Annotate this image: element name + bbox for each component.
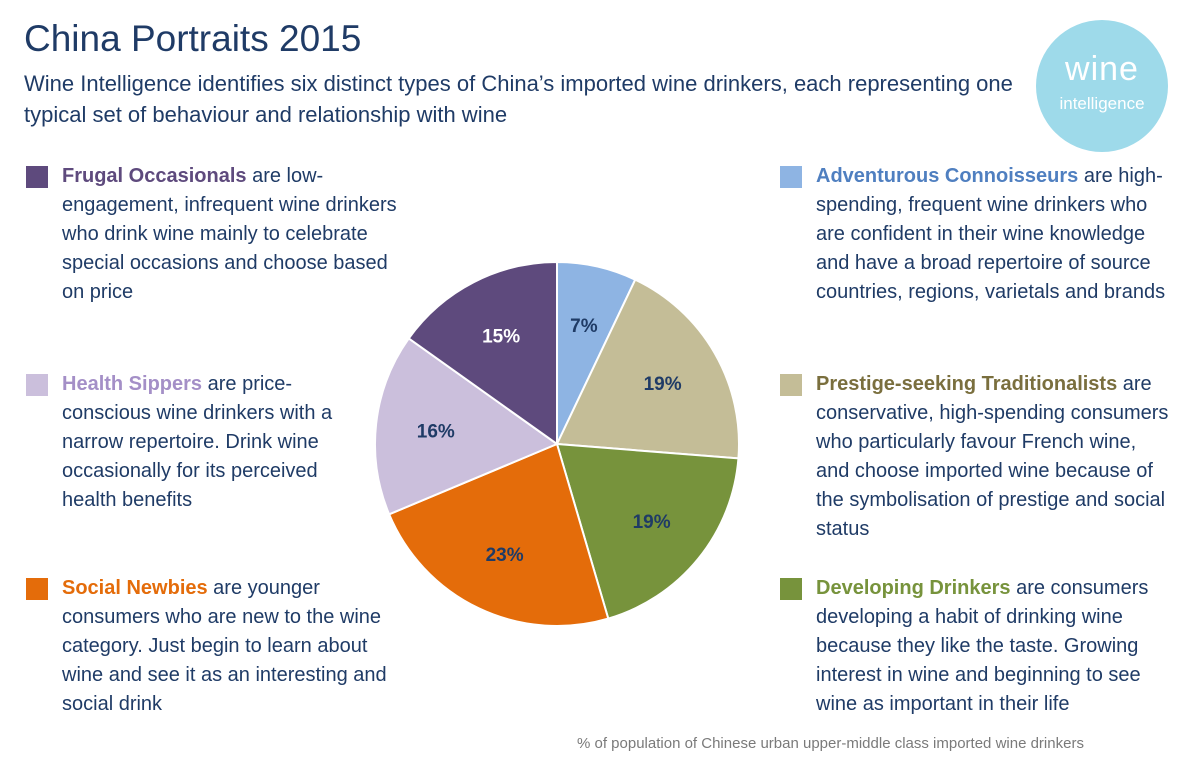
- pie-label-frugal-occasionals: 15%: [482, 327, 520, 348]
- segment-description: are younger consumers who are new to the…: [62, 577, 387, 715]
- segment-swatch: [780, 578, 802, 600]
- pie-slice-social-newbies: [387, 442, 610, 627]
- segment-description: are conservative, high-spending consumer…: [816, 373, 1169, 540]
- pie-label-adventurous-connoisseurs: 7%: [570, 316, 598, 337]
- footnote: % of population of Chinese urban upper-m…: [577, 735, 1084, 752]
- pie-label-developing-drinkers: 19%: [633, 512, 671, 533]
- segment-name: Developing Drinkers: [816, 577, 1011, 599]
- segment-swatch: [26, 374, 48, 396]
- segment-name: Social Newbies: [62, 577, 208, 599]
- segment-description: are consumers developing a habit of drin…: [816, 577, 1149, 715]
- segment-health-sippers: Health Sippers are price-conscious wine …: [26, 370, 366, 515]
- pie-slices: [374, 260, 740, 627]
- segment-social-newbies: Social Newbies are younger consumers who…: [26, 574, 396, 719]
- pie-slice-prestige-seeking-traditionalists: [555, 278, 740, 460]
- pie-label-prestige-seeking-traditionalists: 19%: [644, 374, 682, 395]
- pie-label-social-newbies: 23%: [486, 545, 524, 566]
- segment-swatch: [780, 374, 802, 396]
- segment-developing-drinkers: Developing Drinkers are consumers develo…: [780, 574, 1170, 719]
- pie-labels: 7% 19% 19% 23% 16% 15%: [417, 316, 682, 566]
- pie-label-health-sippers: 16%: [417, 422, 455, 443]
- segment-description: are low-engagement, infrequent wine drin…: [62, 165, 397, 303]
- segment-swatch: [26, 166, 48, 188]
- segment-description: are price-conscious wine drinkers with a…: [62, 373, 333, 511]
- segment-name: Adventurous Connoisseurs: [816, 165, 1079, 187]
- pie-slice-frugal-occasionals: [407, 260, 558, 446]
- page-subtitle: Wine Intelligence identifies six distinc…: [24, 71, 1013, 127]
- segment-swatch: [26, 578, 48, 600]
- page-title: China Portraits 2015: [24, 18, 362, 59]
- logo-main-text: wine: [1065, 50, 1139, 88]
- segment-prestige-seeking-traditionalists: Prestige-seeking Traditionalists are con…: [780, 370, 1170, 544]
- pie-slice-developing-drinkers: [555, 442, 740, 620]
- wine-intelligence-logo: wine intelligence: [1036, 20, 1168, 152]
- segment-name: Health Sippers: [62, 373, 203, 395]
- segment-description: are high-spending, frequent wine drinker…: [816, 165, 1166, 303]
- segment-frugal-occasionals: Frugal Occasionals are low-engagement, i…: [26, 162, 406, 307]
- segment-name: Frugal Occasionals: [62, 165, 247, 187]
- logo-sub-text: intelligence: [1059, 94, 1145, 113]
- pie-slice-health-sippers: [374, 337, 560, 516]
- segment-name: Prestige-seeking Traditionalists: [816, 373, 1118, 395]
- segment-adventurous-connoisseurs: Adventurous Connoisseurs are high-spendi…: [780, 162, 1170, 307]
- segment-swatch: [780, 166, 802, 188]
